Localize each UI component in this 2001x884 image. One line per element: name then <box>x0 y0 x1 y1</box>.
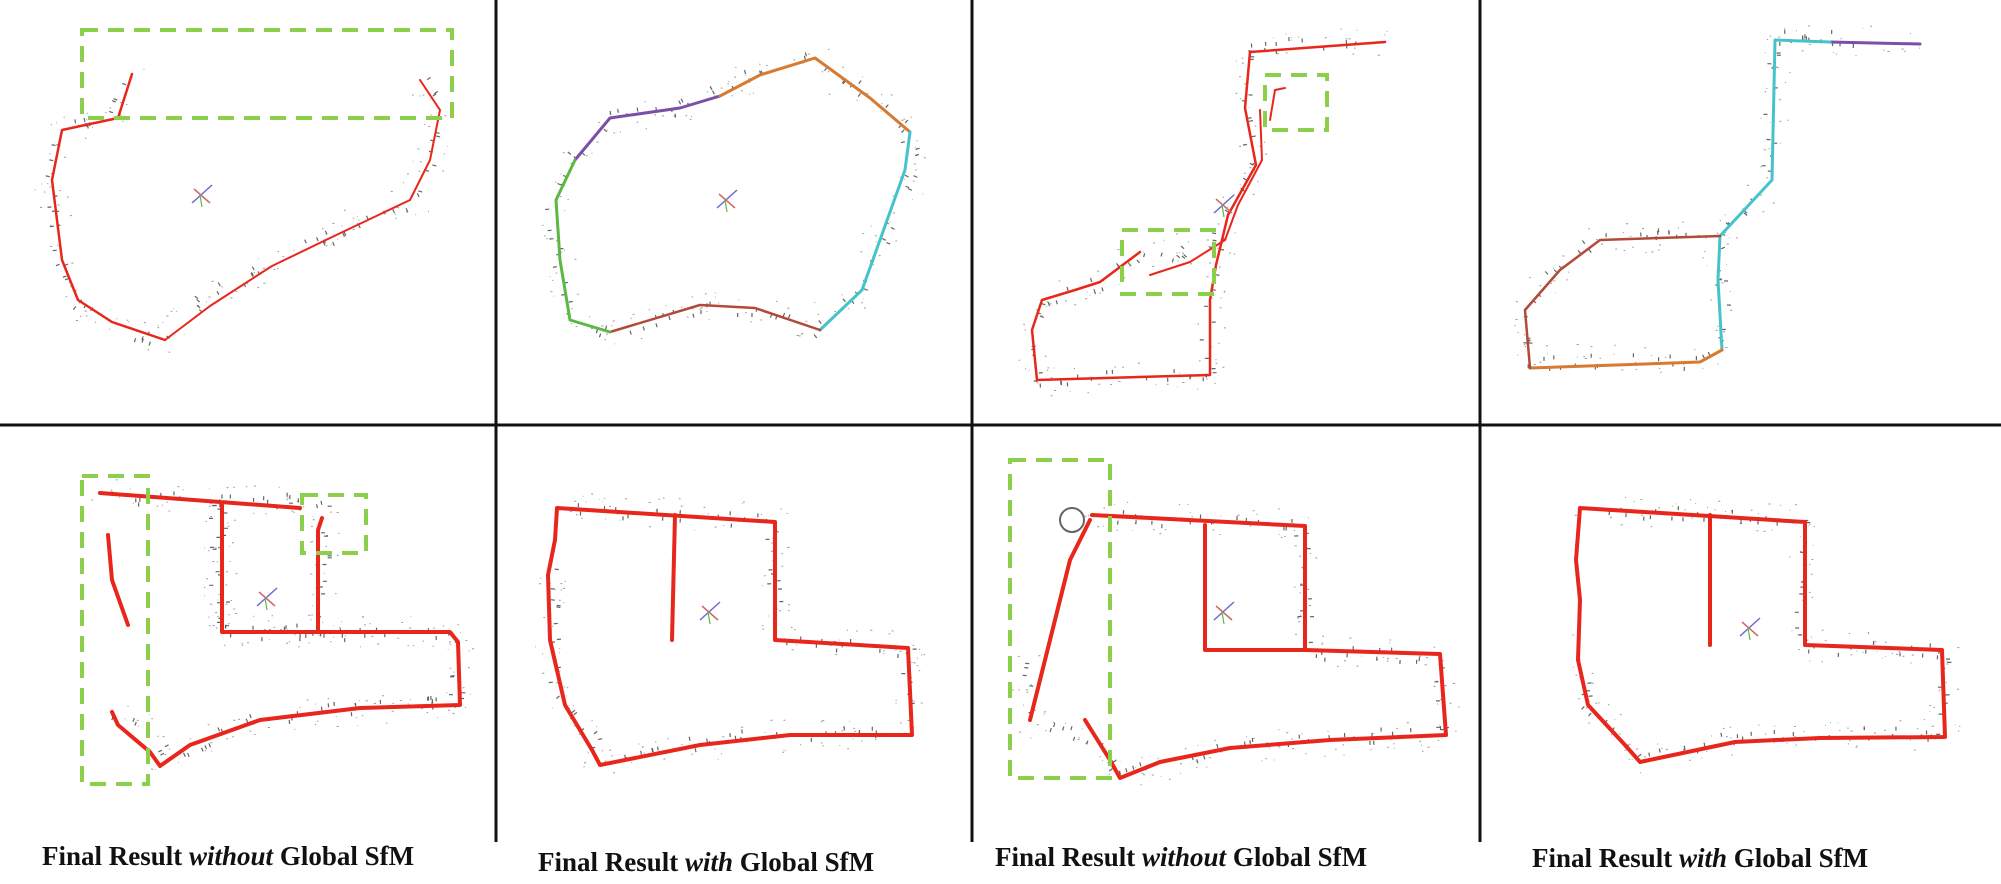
axes-p6-c <box>707 611 711 625</box>
trajectory-p8-outer <box>1574 506 1947 764</box>
axes-p6-a <box>699 601 721 621</box>
highlight-box-p5-right <box>300 493 368 555</box>
trajectory-p5-bottom <box>110 630 462 768</box>
cloud-p1-walls <box>45 76 441 346</box>
axes-p3-a <box>1213 194 1235 214</box>
axes-p7-c <box>1221 611 1225 625</box>
trajectories <box>50 38 1947 780</box>
trajectory-p3-a <box>1030 40 1387 382</box>
trajectory-p1-a <box>50 72 167 342</box>
trajectory-p7-room <box>1203 523 1307 652</box>
axes-p5-a <box>256 587 278 607</box>
caption-panel-3: Final Result without Global SfM <box>995 842 1368 872</box>
axes-p6 <box>699 601 721 625</box>
trajectory-p3-c <box>1269 87 1286 121</box>
highlight-box-p5-left <box>80 474 150 786</box>
trajectory-p6-outer <box>546 506 914 767</box>
trajectory-p4-orange <box>1528 348 1724 370</box>
axes-p8-c <box>1747 627 1751 641</box>
trajectory-p2-green <box>554 158 612 334</box>
trajectory-p5-left <box>106 533 130 627</box>
highlight-box-p1 <box>80 28 454 120</box>
cloud-p7 <box>1012 501 1460 786</box>
axes-p1-c <box>199 194 203 208</box>
cloud-p4-walls <box>1523 29 1854 371</box>
highlight-boxes <box>80 28 1329 786</box>
cloud-p1 <box>34 68 448 353</box>
trajectory-p2-red <box>608 303 822 334</box>
trajectory-p3-b <box>1149 109 1263 276</box>
axes-p5-b <box>258 591 276 607</box>
axes-p5 <box>256 587 278 611</box>
loop-artifact-p7 <box>1059 507 1085 533</box>
highlight-box-p3-mid <box>1120 228 1216 296</box>
axes-p1-b <box>193 188 211 204</box>
cloud-p6-walls <box>547 503 917 762</box>
axes-p2-a <box>716 189 738 209</box>
axes-p6-b <box>701 605 719 621</box>
cloud-p2 <box>542 48 926 345</box>
axes-p8-a <box>1739 617 1761 637</box>
trajectory-p4-cyan <box>1716 38 1832 352</box>
axes-p1-a <box>191 184 213 204</box>
cloud-p3 <box>1018 28 1388 397</box>
cloud-p6 <box>535 493 925 774</box>
axes-p1 <box>191 184 213 208</box>
highlight-box-p3-top <box>1263 73 1329 132</box>
axes-p2-c <box>724 199 728 213</box>
axes-p7-a <box>1213 601 1235 621</box>
point-clouds <box>34 25 1961 786</box>
trajectory-p7-left <box>1028 518 1092 722</box>
caption-panel-4: Final Result with Global SfM <box>1532 843 1869 873</box>
cloud-p7-walls <box>1022 510 1449 775</box>
axes-p3-b <box>1215 198 1233 214</box>
trajectory-p6-room <box>670 513 677 642</box>
axes-p3-c <box>1221 204 1225 218</box>
trajectory-p2-purple <box>573 94 722 162</box>
axes-p3 <box>1213 194 1235 218</box>
axes-p2 <box>716 189 738 213</box>
trajectory-p4-purple <box>1828 40 1922 46</box>
cloud-p4 <box>1514 25 1921 373</box>
axes-p5-c <box>264 597 268 611</box>
trajectory-p2-orange <box>718 56 912 134</box>
axes-p7-b <box>1215 605 1233 621</box>
cloud-p3-walls <box>1031 37 1357 388</box>
trajectory-p7-outer <box>1083 513 1448 780</box>
cloud-p8 <box>1572 497 1961 774</box>
axes-p2-b <box>718 193 736 209</box>
trajectory-p4-red <box>1523 234 1722 370</box>
coordinate-axes <box>191 184 1761 641</box>
trajectory-p5-top <box>98 491 302 510</box>
highlight-box-p7-left <box>1008 458 1112 780</box>
axes-p8-b <box>1741 621 1759 637</box>
caption-panel-2: Final Result with Global SfM <box>538 847 875 877</box>
axes-p7 <box>1213 601 1235 625</box>
cloud-p8-walls <box>1576 506 1952 758</box>
caption-panel-1: Final Result without Global SfM <box>42 841 415 871</box>
trajectory-p5-rooms <box>220 503 324 634</box>
trajectory-p2-cyan <box>818 130 912 332</box>
axes-p8 <box>1739 617 1761 641</box>
panel-dividers <box>0 0 2001 842</box>
